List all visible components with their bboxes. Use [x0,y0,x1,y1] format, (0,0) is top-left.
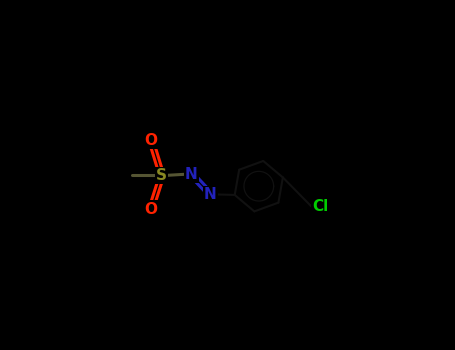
Text: O: O [145,202,157,217]
Text: O: O [145,133,157,148]
Text: N: N [185,167,198,182]
Text: Cl: Cl [313,199,329,214]
Text: N: N [204,187,217,202]
Text: S: S [156,168,167,183]
